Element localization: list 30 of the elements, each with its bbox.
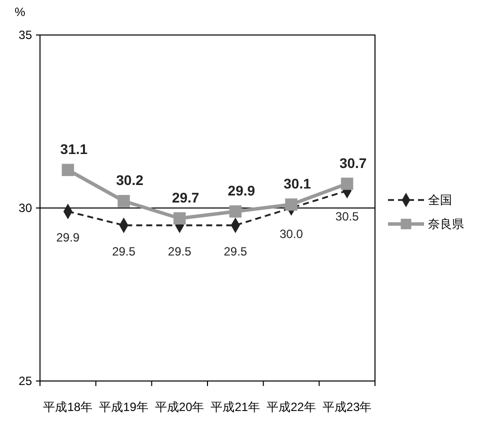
y-tick-label: 35	[18, 28, 32, 42]
x-tick-label: 平成19年	[99, 400, 148, 414]
x-tick-label: 平成20年	[154, 400, 204, 414]
point	[285, 198, 298, 211]
data-label: 29.7	[172, 189, 200, 206]
data-label: 29.5	[224, 244, 248, 258]
point	[229, 205, 242, 218]
data-label: 30.5	[335, 210, 360, 224]
point	[173, 212, 186, 225]
x-tick-label: 平成18年	[43, 400, 93, 414]
y-axis-title: %	[14, 5, 26, 19]
data-label: 30.2	[116, 172, 144, 188]
x-tick-label: 平成21年	[210, 400, 260, 414]
data-label: 30.0	[280, 227, 304, 241]
x-tick-label: 平成22年	[266, 400, 316, 414]
y-tick-label: 30	[18, 201, 32, 216]
point	[340, 178, 354, 190]
y-tick-label: 25	[18, 374, 32, 388]
data-label: 29.5	[112, 244, 136, 258]
x-tick-label: 平成23年	[322, 400, 372, 414]
data-label: 29.9	[56, 230, 80, 244]
legend-label: 奈良県	[428, 217, 464, 232]
point	[118, 194, 130, 208]
data-label: 29.9	[228, 182, 256, 198]
data-label: 29.5	[168, 244, 192, 258]
legend-label: 全国	[428, 193, 452, 208]
data-label: 30.1	[284, 176, 312, 192]
data-label: 30.7	[339, 154, 367, 171]
data-label: 31.1	[60, 140, 88, 157]
point	[62, 164, 74, 176]
